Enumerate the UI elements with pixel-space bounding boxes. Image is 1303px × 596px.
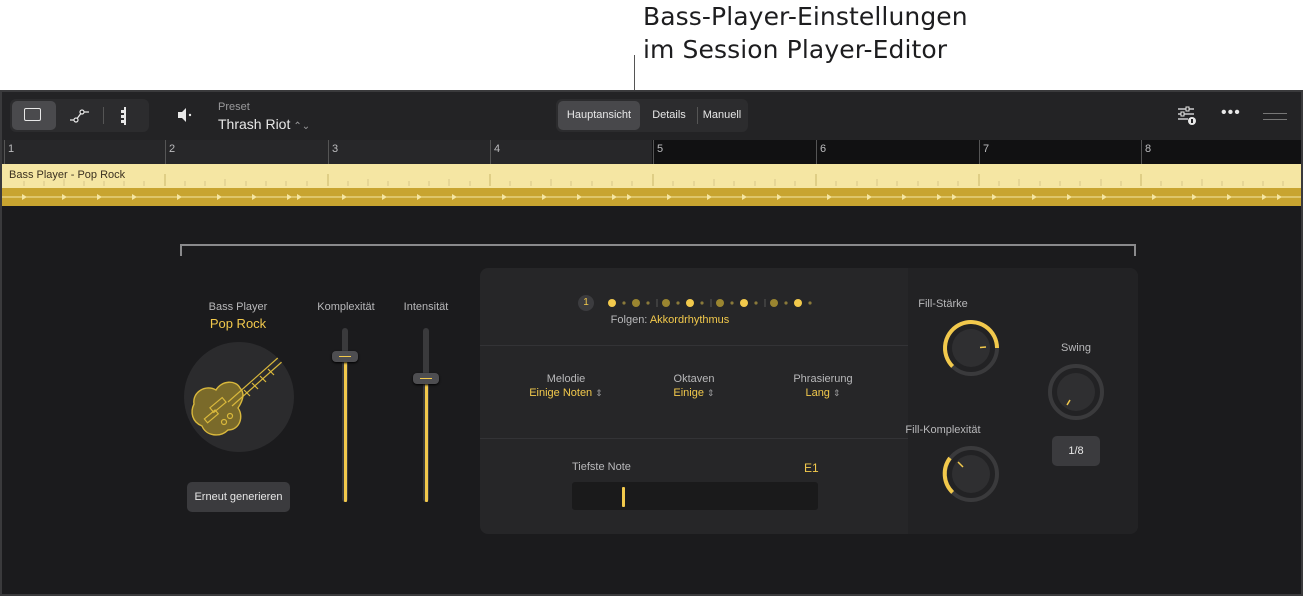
tab-hauptansicht[interactable]: Hauptansicht	[558, 101, 640, 130]
single-view-icon	[24, 108, 41, 121]
ruler-bar-marker: 3	[328, 140, 338, 164]
chevron-updown-icon: ⌃⌄	[293, 121, 311, 132]
complexity-label: Komplexität	[317, 301, 375, 313]
segment-divider	[103, 107, 104, 124]
region-note-flow	[2, 194, 1301, 200]
bass-guitar-image[interactable]	[184, 342, 294, 452]
ruler-bar-marker: 6	[816, 140, 826, 164]
player-style[interactable]: Pop Rock	[209, 316, 267, 331]
intensity-label: Intensität	[403, 301, 449, 313]
fill-complexity-label: Fill-Komplexität	[905, 424, 981, 436]
editor-view-tabs: Hauptansicht Details Manuell	[556, 99, 748, 132]
pattern-number-badge[interactable]: 1	[578, 295, 594, 311]
melody-value: Einige Noten	[529, 387, 593, 399]
single-view-button[interactable]	[12, 101, 56, 130]
melody-select[interactable]: Einige Noten ⇕	[506, 387, 626, 399]
callout-annotation: Bass-Player-Einstellungen im Session Pla…	[643, 0, 968, 66]
lowest-note-label: Tiefste Note	[572, 461, 631, 473]
octaves-label: Oktaven	[673, 373, 715, 385]
section-divider	[480, 438, 908, 439]
lowest-note-value: E1	[804, 461, 819, 475]
ruler-bar-marker: 8	[1141, 140, 1151, 164]
octaves-value: Einige	[673, 387, 704, 399]
settings-panel: 1 Folgen: Akkordrhythmus Melod	[480, 268, 1138, 534]
ruler-bar-marker: 2	[165, 140, 175, 164]
score-view-button[interactable]	[104, 101, 147, 130]
automation-icon	[70, 109, 89, 123]
phrasing-value: Lang	[805, 387, 830, 399]
intensity-slider-fill	[424, 378, 428, 502]
region-name: Bass Player - Pop Rock	[9, 169, 126, 181]
fill-strength-label: Fill-Stärke	[918, 298, 968, 310]
tab-divider	[697, 107, 698, 124]
player-label: Bass Player	[208, 301, 268, 313]
chevron-updown-icon: ⇕	[833, 388, 841, 398]
toolbar: Preset Thrash Riot ⌃⌄ Hauptansicht Detail…	[2, 92, 1301, 140]
regenerate-button[interactable]: Erneut generieren	[187, 482, 290, 512]
mixer-settings-icon[interactable]	[1176, 105, 1198, 132]
swing-division-button[interactable]: 1/8	[1052, 436, 1100, 466]
more-options-icon[interactable]: •••	[1221, 104, 1241, 121]
section-divider	[480, 345, 908, 346]
follow-value: Akkordrhythmus	[649, 314, 730, 326]
speaker-icon[interactable]	[176, 106, 194, 129]
follow-label: Folgen:	[610, 314, 648, 326]
swing-knob[interactable]	[1046, 362, 1106, 422]
score-icon	[121, 107, 126, 125]
phrasing-select[interactable]: Lang ⇕	[763, 387, 883, 399]
swing-label: Swing	[1061, 342, 1091, 354]
rhythm-pattern-dots[interactable]	[604, 298, 824, 308]
preset-value: Thrash Riot	[218, 116, 291, 132]
resize-grip-icon[interactable]	[1263, 113, 1287, 120]
follow-setting[interactable]: Folgen: Akkordrhythmus	[480, 314, 860, 326]
fill-complexity-knob[interactable]	[941, 444, 1001, 504]
callout-line1: Bass-Player-Einstellungen	[643, 2, 968, 31]
octaves-select[interactable]: Einige ⇕	[634, 387, 754, 399]
preset-selector[interactable]: Thrash Riot ⌃⌄	[218, 116, 310, 132]
editor-bracket	[180, 244, 1136, 256]
chevron-updown-icon: ⇕	[595, 388, 603, 398]
ruler-bar-marker: 4	[490, 140, 500, 164]
region-header	[2, 164, 1301, 188]
lowest-note-marker[interactable]	[622, 487, 625, 507]
complexity-slider-thumb[interactable]	[332, 350, 358, 362]
ruler-cycle-highlight	[2, 140, 652, 164]
callout-line2: im Session Player-Editor	[643, 35, 948, 64]
intensity-slider-thumb[interactable]	[413, 373, 439, 385]
session-player-window: Preset Thrash Riot ⌃⌄ Hauptansicht Detail…	[0, 90, 1303, 596]
ruler-bar-marker: 5	[653, 140, 663, 164]
phrasing-label: Phrasierung	[793, 373, 853, 385]
complexity-slider-fill	[343, 355, 347, 502]
preset-label: Preset	[218, 101, 250, 113]
region-beat-ticks	[23, 174, 1284, 186]
lowest-note-range-slider[interactable]	[572, 482, 818, 510]
tab-details[interactable]: Details	[652, 109, 686, 121]
chevron-updown-icon: ⇕	[707, 388, 715, 398]
fill-strength-knob[interactable]	[941, 318, 1001, 378]
bass-guitar-icon	[191, 343, 293, 436]
bar-ruler[interactable]: 1 2 3 4 5 6 7 8	[2, 140, 1301, 164]
tab-manuell[interactable]: Manuell	[702, 109, 742, 121]
automation-view-button[interactable]	[58, 101, 102, 130]
ruler-bar-marker: 1	[4, 140, 14, 164]
bass-region[interactable]: Bass Player - Pop Rock	[2, 164, 1301, 206]
melody-label: Melodie	[546, 373, 586, 385]
ruler-bar-marker: 7	[979, 140, 989, 164]
view-mode-segmented-control	[10, 99, 149, 132]
